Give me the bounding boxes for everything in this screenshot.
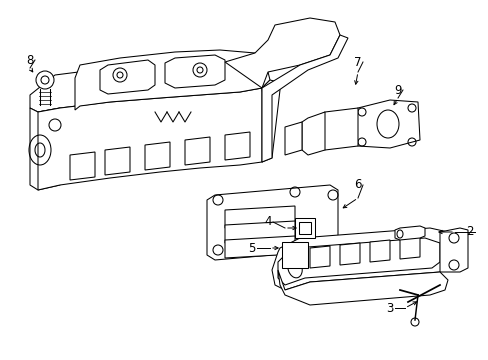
Polygon shape: [75, 50, 264, 110]
Polygon shape: [206, 185, 337, 260]
Polygon shape: [317, 108, 357, 150]
Polygon shape: [439, 228, 467, 272]
Polygon shape: [164, 55, 224, 88]
Text: 4: 4: [264, 216, 271, 229]
Text: 5: 5: [248, 242, 255, 255]
Polygon shape: [30, 108, 60, 190]
Bar: [282, 242, 307, 268]
Polygon shape: [224, 206, 294, 228]
Circle shape: [36, 71, 54, 89]
Polygon shape: [302, 112, 325, 155]
Polygon shape: [30, 62, 269, 112]
Text: 9: 9: [393, 84, 401, 96]
Polygon shape: [262, 35, 347, 162]
Polygon shape: [224, 221, 294, 243]
Polygon shape: [70, 152, 95, 180]
Text: 6: 6: [353, 179, 361, 192]
Polygon shape: [224, 236, 294, 258]
Polygon shape: [224, 132, 249, 160]
Polygon shape: [271, 228, 451, 290]
Polygon shape: [394, 226, 424, 240]
Text: 8: 8: [26, 54, 34, 67]
Text: 7: 7: [353, 55, 361, 68]
Bar: [294, 218, 314, 238]
Polygon shape: [184, 137, 209, 165]
Polygon shape: [278, 238, 439, 285]
Polygon shape: [100, 60, 155, 94]
Text: 3: 3: [386, 301, 393, 315]
Polygon shape: [224, 18, 339, 88]
Polygon shape: [399, 237, 419, 259]
Bar: [298, 222, 310, 234]
Polygon shape: [278, 270, 447, 305]
Polygon shape: [145, 142, 170, 170]
Polygon shape: [38, 88, 269, 190]
Polygon shape: [354, 100, 419, 148]
Polygon shape: [105, 147, 130, 175]
Polygon shape: [369, 240, 389, 262]
Polygon shape: [262, 80, 280, 162]
Polygon shape: [339, 243, 359, 265]
Text: 2: 2: [465, 225, 473, 238]
Polygon shape: [309, 246, 329, 268]
Polygon shape: [285, 122, 302, 155]
